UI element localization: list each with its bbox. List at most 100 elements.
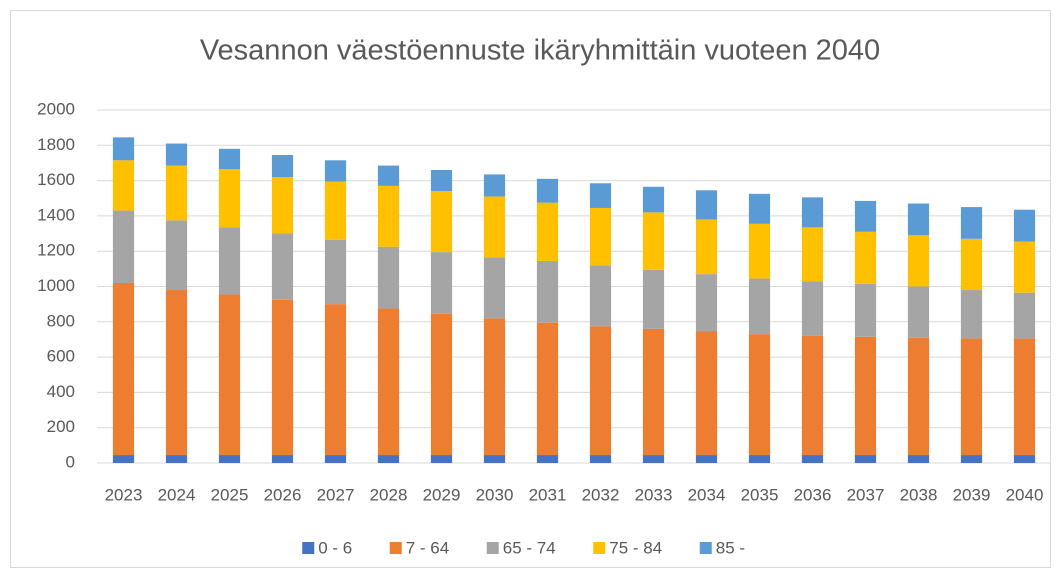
legend-swatch [486,542,499,554]
y-tick-label: 200 [47,417,75,436]
bar-segment [324,181,347,240]
bar-segment [589,326,612,456]
bar-segment [960,238,983,291]
bar-segment [907,337,930,456]
x-tick-label: 2025 [211,485,249,504]
bar-segment [483,318,506,456]
bar-segment [642,186,665,213]
bar-segment [324,160,347,182]
bar-segment [748,278,771,335]
x-tick-label: 2037 [847,485,885,504]
x-tick-label: 2038 [900,485,938,504]
bar-segment [112,160,135,211]
y-tick-label: 1200 [37,241,75,260]
y-tick-label: 1600 [37,170,75,189]
legend-swatch [699,542,712,554]
bar-segment [589,207,612,266]
bar-segment [854,200,877,232]
bar-segment [271,233,294,300]
bar-segment [218,455,241,463]
legend-label: 0 - 6 [318,538,352,557]
bar-segment [430,191,453,253]
bar-segment [695,274,718,332]
y-tick-label: 400 [47,382,75,401]
bar-segment [271,455,294,463]
bar-segment [430,252,453,314]
bar-segment [377,185,400,247]
bar-segment [907,203,930,236]
x-tick-label: 2032 [582,485,620,504]
bar-segment [324,304,347,456]
bar-segment [695,219,718,275]
bar-segment [801,335,824,456]
bar-segment [642,328,665,456]
bar-segment [536,202,559,261]
bar-segment [960,455,983,463]
bar-segment [748,193,771,224]
x-tick-label: 2035 [741,485,779,504]
bar-segment [165,220,188,291]
bar-segment [218,148,241,170]
bar-segment [483,174,506,197]
x-tick-label: 2031 [529,485,567,504]
bar-segment [589,265,612,327]
chart-title: Vesannon väestöennuste ikäryhmittäin vuo… [200,35,880,67]
bar-segment [271,177,294,234]
y-tick-label: 1800 [37,135,75,154]
bar-segment [218,227,241,295]
bar-segment [642,212,665,270]
legend-label: 75 - 84 [609,538,662,557]
bar-segment [112,137,135,161]
bar-segment [907,235,930,287]
x-tick-label: 2034 [688,485,726,504]
bar-segment [430,455,453,463]
bar-segment [1013,209,1036,242]
bar-segment [960,207,983,239]
bar-segment [271,299,294,456]
bar-segment [112,455,135,463]
bar-segment [960,338,983,456]
x-tick-label: 2028 [370,485,408,504]
bar-segment [377,246,400,309]
bar-segment [907,455,930,463]
bar-segment [483,455,506,463]
x-tick-label: 2036 [794,485,832,504]
bar-segment [430,313,453,456]
x-tick-label: 2039 [953,485,991,504]
bar-segment [165,455,188,463]
bar-segment [483,257,506,319]
bar-segment [483,196,506,258]
bar-segment [854,231,877,284]
bar-segment [536,260,559,323]
bar-segment [748,223,771,279]
bar-segment [854,455,877,463]
bar-segment [536,322,559,456]
bar-segment [165,165,188,221]
bar-segment [1013,292,1036,339]
x-tick-label: 2029 [423,485,461,504]
y-tick-label: 600 [47,347,75,366]
bar-segment [907,286,930,338]
bar-segment [695,331,718,456]
x-tick-label: 2026 [264,485,302,504]
bar-segment [854,283,877,337]
bar-segment [377,165,400,186]
bar-segment [801,197,824,228]
y-tick-label: 2000 [37,99,75,118]
bar-segment [218,169,241,228]
legend-label: 7 - 64 [406,538,449,557]
y-tick-label: 1000 [37,276,75,295]
bar-segment [695,190,718,220]
bar-segment [801,455,824,463]
bar-segment [377,308,400,456]
bar-segment [324,455,347,463]
legend-label: 65 - 74 [503,538,556,557]
bar-segment [430,170,453,192]
bar-segment [165,290,188,456]
x-tick-label: 2040 [1006,485,1044,504]
legend-swatch [389,542,402,554]
y-tick-label: 0 [66,452,75,471]
bar-segment [642,269,665,329]
bar-segment [854,336,877,456]
bar-segment [271,155,294,178]
